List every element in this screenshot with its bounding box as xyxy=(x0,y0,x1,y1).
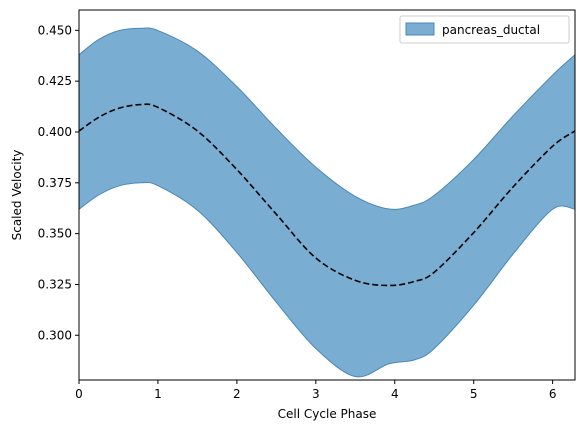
x-axis: 0 1 2 3 4 5 6 xyxy=(75,380,556,401)
y-tick-label: 0.400 xyxy=(38,125,72,139)
legend-swatch-pancreas-ductal xyxy=(405,22,435,36)
y-tick-label: 0.425 xyxy=(38,74,72,88)
x-axis-label: Cell Cycle Phase xyxy=(278,407,377,421)
y-tick-label: 0.300 xyxy=(38,328,72,342)
x-tick-label: 2 xyxy=(233,387,241,401)
y-axis: 0.300 0.325 0.350 0.375 0.400 0.425 0.450 xyxy=(38,23,79,342)
y-tick-label: 0.375 xyxy=(38,176,72,190)
legend-box xyxy=(399,15,570,44)
y-axis-label: Scaled Velocity xyxy=(10,150,24,241)
axes-frame xyxy=(78,9,576,381)
x-tick-label: 0 xyxy=(75,387,83,401)
mean-line xyxy=(79,103,575,287)
x-tick-label: 5 xyxy=(470,387,478,401)
y-tick-label: 0.325 xyxy=(38,277,72,291)
legend: pancreas_ductal xyxy=(399,15,570,44)
x-tick-label: 1 xyxy=(154,387,162,401)
x-tick-label: 3 xyxy=(312,387,320,401)
x-tick-label: 4 xyxy=(391,387,399,401)
legend-label-pancreas-ductal: pancreas_ductal xyxy=(442,23,540,37)
y-tick-label: 0.350 xyxy=(38,227,72,241)
x-tick-label: 6 xyxy=(549,387,557,401)
y-tick-label: 0.450 xyxy=(38,23,72,37)
